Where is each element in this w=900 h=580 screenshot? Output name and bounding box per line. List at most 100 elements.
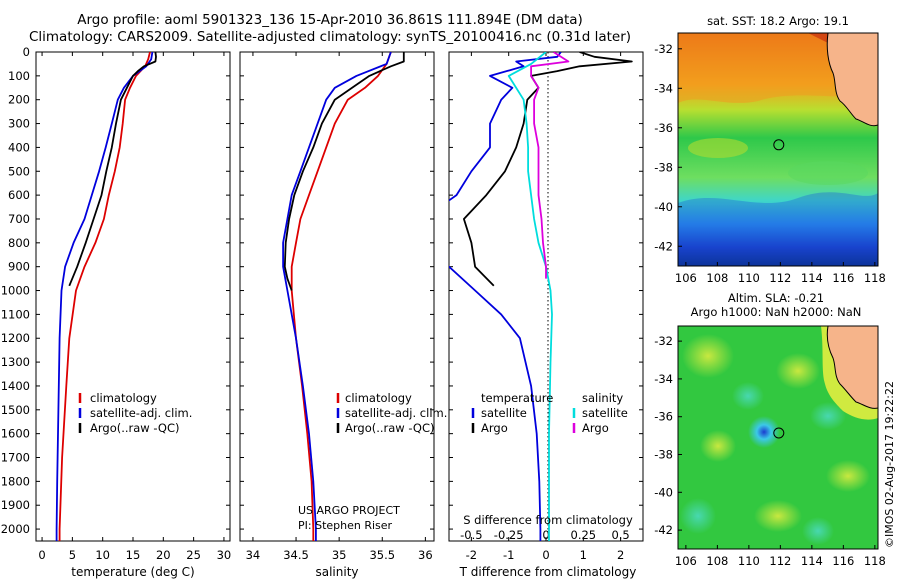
sla-high-2 bbox=[776, 353, 820, 389]
y-tick-label: 600 bbox=[8, 188, 30, 202]
x-tick-label: 10 bbox=[95, 548, 110, 562]
sla-map-title-line2: Argo h1000: NaN h2000: NaN bbox=[691, 305, 862, 319]
pi-annotation: PI: Stephen Riser bbox=[298, 519, 393, 532]
y-tick-label: 1100 bbox=[1, 307, 30, 321]
sla-map-image bbox=[678, 326, 878, 549]
salinity-axis-label: salinity bbox=[315, 565, 358, 579]
y-tick-label: 1300 bbox=[1, 355, 30, 369]
salinity-series-group bbox=[282, 52, 405, 541]
map-x-tick-label: 114 bbox=[801, 271, 823, 285]
y-tick-label: 1000 bbox=[1, 284, 30, 298]
sst-patch-warm-eddy bbox=[688, 138, 748, 158]
y-tick-label: 1800 bbox=[1, 474, 30, 488]
s-tick-label: 0.5 bbox=[611, 528, 629, 542]
y-tick-label: 2000 bbox=[1, 522, 30, 536]
sla-high-4 bbox=[826, 460, 870, 492]
sst-patch-green-eddy bbox=[788, 161, 868, 185]
sst-patch-cold-band bbox=[678, 192, 878, 266]
difference-series-group bbox=[449, 52, 633, 541]
sla-low-blob bbox=[748, 416, 780, 448]
map-y-tick-label: -32 bbox=[654, 42, 673, 56]
sla-map-frame bbox=[677, 325, 879, 550]
temperature-plot-frame bbox=[35, 51, 231, 542]
map-y-tick-label: -40 bbox=[654, 485, 673, 499]
t-difference-axis-label: T difference from climatology bbox=[459, 565, 637, 579]
sst-map-image bbox=[678, 33, 878, 266]
sla-high-1 bbox=[682, 334, 734, 378]
y-tick-label: 1500 bbox=[1, 403, 30, 417]
map-x-tick-label: 108 bbox=[706, 271, 728, 285]
series-line-climatology bbox=[58, 52, 151, 541]
x-tick-label: 35 bbox=[332, 548, 347, 562]
map-x-tick-label: 116 bbox=[832, 271, 854, 285]
sst-argo-marker bbox=[773, 139, 785, 151]
x-tick-label: 34.5 bbox=[283, 548, 309, 562]
y-tick-label: 1900 bbox=[1, 498, 30, 512]
series-line-satellite-adj-clim bbox=[282, 52, 392, 541]
x-tick-label: 30 bbox=[217, 548, 232, 562]
temperature-series-group bbox=[55, 52, 157, 541]
map-x-tick-label: 118 bbox=[864, 554, 886, 568]
sla-high-5 bbox=[754, 500, 802, 532]
s-difference-axis-label: S difference from climatology bbox=[463, 513, 633, 527]
series-line-argo-raw-qc bbox=[68, 52, 157, 287]
series-line-climatology bbox=[290, 52, 392, 541]
s-tick-label: -0.25 bbox=[494, 528, 524, 542]
y-tick-label: 800 bbox=[8, 236, 30, 250]
salinity-legend: climatology satellite-adj. clim. Argo(..… bbox=[336, 391, 447, 435]
temperature-legend: climatology satellite-adj. clim. Argo(..… bbox=[78, 391, 192, 435]
y-tick-label: 400 bbox=[8, 140, 30, 154]
map-x-tick-label: 106 bbox=[675, 271, 697, 285]
y-tick-label: 100 bbox=[8, 69, 30, 83]
map-x-tick-label: 118 bbox=[864, 271, 886, 285]
sla-low-3 bbox=[680, 498, 716, 534]
legend-label-temp-satellite: satellite bbox=[481, 406, 527, 420]
sla-map-panel: Altim. SLA: -0.21 Argo h1000: NaN h2000:… bbox=[654, 291, 886, 568]
y-tick-label: 1700 bbox=[1, 451, 30, 465]
map-y-tick-label: -38 bbox=[654, 448, 673, 462]
y-tick-label: 1400 bbox=[1, 379, 30, 393]
map-x-tick-label: 114 bbox=[801, 554, 823, 568]
temperature-panel: 0100200300400500600700800900100011001200… bbox=[1, 45, 232, 579]
sla-low-1 bbox=[732, 382, 764, 410]
salinity-plot-frame bbox=[239, 51, 435, 542]
series-line-temperature-satellite bbox=[449, 52, 562, 541]
x-tick-label: 25 bbox=[186, 548, 201, 562]
series-line-salinity-argo bbox=[530, 52, 570, 279]
project-annotation: US ARGO PROJECT bbox=[298, 504, 400, 517]
x-tick-label: 1 bbox=[580, 548, 587, 562]
legend-label-argo: Argo(..raw -QC) bbox=[345, 421, 435, 435]
sst-map-title: sat. SST: 18.2 Argo: 19.1 bbox=[707, 14, 849, 28]
map-y-tick-label: -42 bbox=[654, 523, 673, 537]
difference-legend: temperature salinity satellite Argo sate… bbox=[471, 391, 628, 435]
sst-map-ticks: 106 108 110 112 114 116 118 -32 -34 -36 -38 -40 -42 bbox=[654, 42, 886, 285]
legend-header-temperature: temperature bbox=[481, 391, 553, 405]
s-tick-label: 0.25 bbox=[571, 528, 597, 542]
map-y-tick-label: -34 bbox=[654, 372, 673, 386]
series-line-salinity-satellite bbox=[507, 52, 553, 541]
sst-land bbox=[826, 33, 878, 127]
map-y-tick-label: -36 bbox=[654, 121, 673, 135]
map-y-tick-label: -38 bbox=[654, 160, 673, 174]
temperature-axis-label: temperature (deg C) bbox=[71, 565, 194, 579]
x-tick-label: 15 bbox=[126, 548, 141, 562]
sla-land bbox=[826, 326, 878, 409]
x-tick-label: 34 bbox=[246, 548, 261, 562]
map-y-tick-label: -42 bbox=[654, 239, 673, 253]
y-tick-label: 1600 bbox=[1, 427, 30, 441]
salinity-axis-ticks: 34 34.5 35 35.5 36 bbox=[240, 51, 434, 562]
difference-axis-ticks: -2 -1 0 1 2 -0.5 -0.25 0 0.25 0.5 bbox=[449, 51, 643, 562]
x-tick-label: 36 bbox=[418, 548, 433, 562]
sst-map-panel: sat. SST: 18.2 Argo: 19.1 106 108 110 112 11… bbox=[654, 14, 886, 285]
y-tick-label: 300 bbox=[8, 117, 30, 131]
sst-map-frame bbox=[677, 32, 879, 267]
legend-header-salinity: salinity bbox=[582, 391, 623, 405]
series-line-argo-raw-qc bbox=[283, 52, 405, 291]
x-tick-label: 0 bbox=[542, 548, 549, 562]
s-tick-label: 0 bbox=[542, 528, 549, 542]
x-tick-label: 5 bbox=[69, 548, 76, 562]
map-x-tick-label: 110 bbox=[738, 554, 760, 568]
y-tick-label: 700 bbox=[8, 212, 30, 226]
sla-map-ticks: 106 108 110 112 114 116 118 -32 -34 -36 -38 -40 -42 bbox=[654, 334, 886, 568]
